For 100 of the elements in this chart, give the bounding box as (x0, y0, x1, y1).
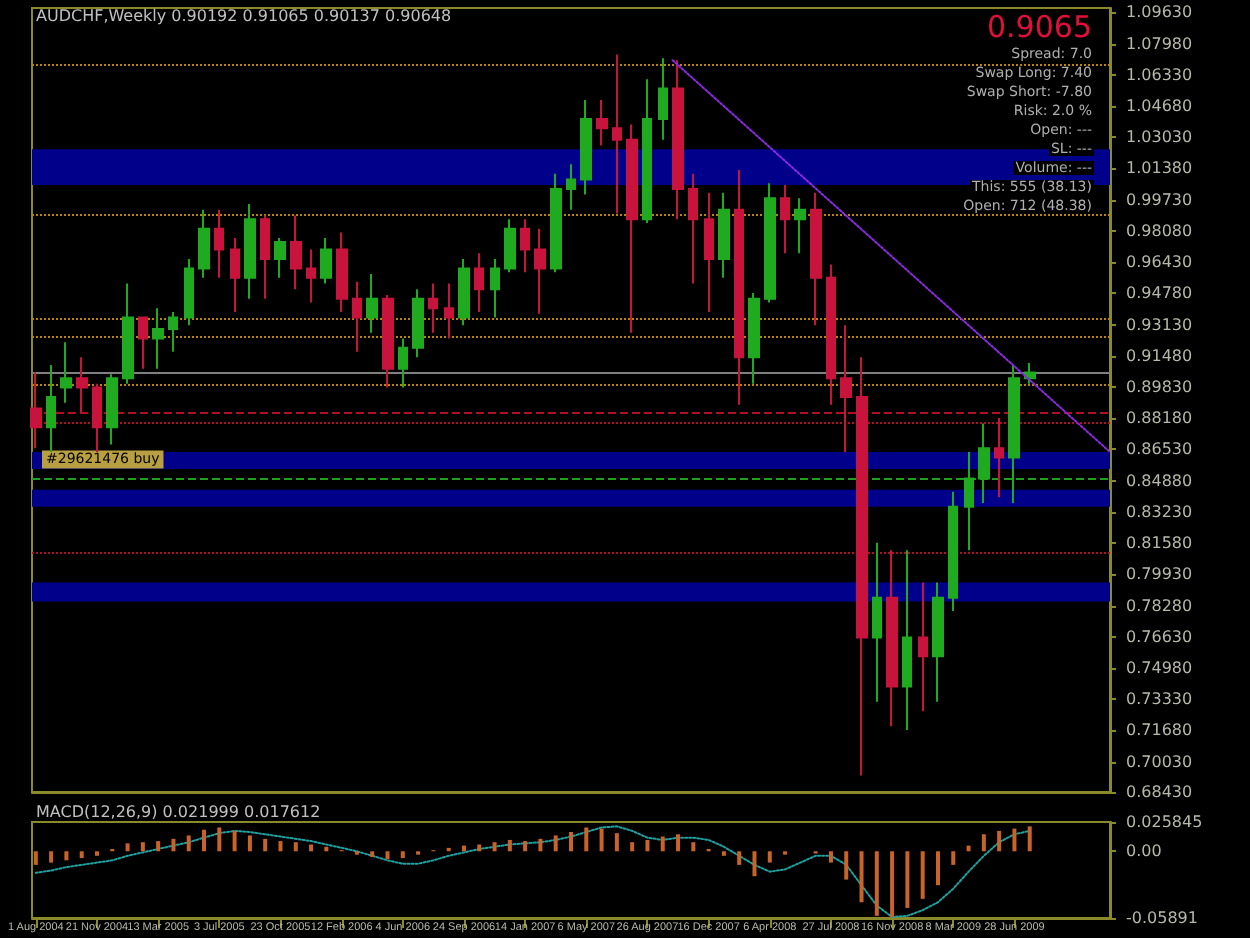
y-tick-label: 1.01380 (1126, 159, 1193, 178)
candlestick (60, 341, 72, 404)
candlestick (550, 172, 562, 274)
bar (553, 835, 558, 852)
candlestick (764, 182, 776, 304)
candlestick (504, 218, 516, 274)
bar (370, 851, 375, 857)
y-tick-label: 0.78280 (1126, 596, 1193, 615)
y-tick-label: 0.96430 (1126, 253, 1193, 272)
candlestick (872, 541, 882, 703)
candlestick (382, 293, 394, 389)
y-tick-label: 1.03030 (1126, 128, 1193, 147)
bar (645, 839, 650, 852)
y-tick-label: 0.86530 (1126, 440, 1193, 459)
bar (890, 851, 895, 917)
bar (1027, 826, 1032, 852)
y-tick-label: 0.84880 (1126, 471, 1193, 490)
candlestick (412, 288, 424, 359)
candlestick (76, 356, 88, 414)
bar (752, 851, 757, 877)
candlestick (106, 373, 118, 446)
candlestick (642, 78, 652, 224)
candlestick (840, 324, 852, 453)
candlestick (46, 363, 56, 453)
y-tick-label: -0.05891 (1126, 909, 1198, 927)
candlestick (30, 371, 42, 450)
y-tick-label: 0.91480 (1126, 346, 1193, 365)
y-tick-label: 0.89830 (1126, 378, 1193, 397)
y-tick-label: 0.68430 (1126, 783, 1193, 801)
y-tick-label: 1.04680 (1126, 97, 1193, 116)
candlestick (274, 237, 286, 279)
y-tick-label: 0.00 (1126, 842, 1162, 861)
bar (140, 842, 145, 852)
y-tick-label: 0.70030 (1126, 752, 1193, 771)
bar (859, 851, 864, 903)
candlestick (596, 98, 608, 147)
candlestick (994, 416, 1004, 499)
candlestick (474, 252, 484, 313)
bar (202, 829, 207, 852)
bar (767, 851, 772, 863)
bar (232, 830, 237, 852)
bar (186, 835, 191, 852)
bar (217, 827, 222, 852)
bar (981, 834, 986, 852)
candlestick (444, 282, 454, 340)
bar (477, 844, 482, 852)
candlestick (948, 490, 958, 612)
bar (997, 830, 1002, 852)
candlestick (856, 356, 868, 777)
bar (920, 851, 925, 899)
bar (309, 844, 314, 852)
candlestick (290, 214, 302, 291)
bar (492, 842, 497, 852)
candlestick (626, 123, 638, 334)
candlestick (918, 581, 928, 713)
candlestick (1024, 362, 1036, 385)
candlestick (658, 57, 668, 141)
bar (247, 835, 252, 852)
chart-title: AUDCHF,Weekly 0.90192 0.91065 0.90137 0.90648 (36, 7, 452, 25)
candlestick (748, 291, 760, 385)
bar (737, 851, 742, 865)
bar (49, 851, 54, 863)
y-tick-label: 0.79930 (1126, 565, 1193, 584)
candlestick (398, 337, 408, 389)
bar (569, 832, 573, 852)
candlestick (794, 197, 806, 255)
bar (263, 838, 268, 852)
chart-title: MACD(12,26,9) 0.021999 0.017612 (36, 803, 321, 821)
candlestick (612, 53, 622, 215)
candlestick (688, 172, 698, 285)
candlestick (152, 307, 164, 370)
bar (1012, 828, 1017, 852)
line-series (34, 825, 1031, 918)
bar (156, 841, 161, 852)
candlestick (534, 227, 546, 315)
candlestick (352, 280, 362, 353)
bar (676, 834, 681, 852)
candlestick (184, 257, 194, 327)
candlestick (244, 203, 256, 300)
candlestick (168, 310, 178, 353)
bar (599, 828, 604, 852)
y-tick-label: 0.71680 (1126, 721, 1193, 740)
candlestick (214, 208, 224, 279)
y-tick-label: 0.83230 (1126, 502, 1193, 521)
y-tick-label: 1.07980 (1126, 34, 1193, 53)
bar (125, 843, 130, 852)
bar (951, 851, 956, 865)
candlestick (122, 282, 134, 385)
candlestick (458, 257, 470, 327)
candlestick (336, 231, 348, 313)
candlestick (932, 581, 944, 703)
candlestick (520, 218, 530, 274)
bar (660, 836, 665, 852)
candlestick (320, 237, 332, 285)
candlestick (734, 168, 744, 406)
bar (905, 851, 910, 908)
annotation: 0.9065 (987, 9, 1092, 45)
y-tick-label: 0.94780 (1126, 284, 1193, 303)
candlestick (826, 263, 836, 406)
y-tick-label: 0.025845 (1126, 813, 1203, 831)
